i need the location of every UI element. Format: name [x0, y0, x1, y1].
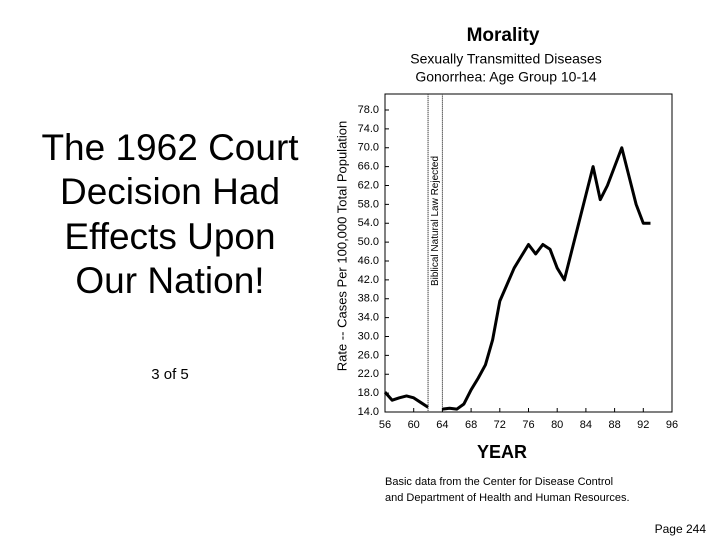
slide-count: 3 of 5: [151, 366, 189, 383]
x-tick-label: 72: [494, 419, 506, 431]
heading-line: The 1962 Court: [41, 127, 299, 168]
y-tick-label: 78.0: [358, 104, 379, 116]
x-tick-label: 92: [637, 419, 649, 431]
slide-heading: The 1962 Court Decision Had Effects Upon…: [20, 126, 320, 304]
y-tick-label: 62.0: [358, 179, 379, 191]
y-tick-label: 38.0: [358, 293, 379, 305]
y-tick-label: 74.0: [358, 123, 379, 135]
x-tick-label: 96: [666, 419, 678, 431]
source-note: and Department of Health and Human Resou…: [385, 492, 630, 504]
y-tick-label: 50.0: [358, 236, 379, 248]
y-tick-label: 54.0: [358, 217, 379, 229]
chart-subtitle: Gonorrhea: Age Group 10-14: [415, 69, 597, 85]
y-tick-label: 70.0: [358, 142, 379, 154]
x-tick-label: 60: [408, 419, 420, 431]
chart-title: Morality: [467, 25, 540, 46]
y-tick-label: 66.0: [358, 161, 379, 173]
x-tick-label: 88: [608, 419, 620, 431]
y-tick-label: 22.0: [358, 368, 379, 380]
page-number: Page 244: [654, 522, 706, 536]
chart-subtitle: Sexually Transmitted Diseases: [410, 51, 601, 67]
annotation-band: [427, 93, 443, 413]
y-tick-label: 42.0: [358, 274, 379, 286]
x-axis-label: YEAR: [477, 442, 527, 462]
y-tick-label: 30.0: [358, 330, 379, 342]
y-tick-label: 58.0: [358, 198, 379, 210]
y-axis-label: Rate -- Cases Per 100,000 Total Populati…: [334, 121, 349, 372]
x-tick-label: 84: [580, 419, 592, 431]
y-tick-label: 14.0: [358, 406, 379, 418]
y-tick-label: 18.0: [358, 387, 379, 399]
x-tick-label: 68: [465, 419, 477, 431]
y-tick-label: 26.0: [358, 349, 379, 361]
heading-line: Our Nation!: [75, 260, 265, 302]
y-tick-label: 34.0: [358, 312, 379, 324]
x-tick-label: 76: [522, 419, 534, 431]
source-note: Basic data from the Center for Disease C…: [385, 476, 613, 488]
data-line: [383, 146, 651, 411]
heading-line: Effects Upon: [64, 215, 276, 257]
x-tick-label: 80: [551, 419, 563, 431]
heading-line: Decision Had: [59, 171, 281, 213]
y-tick-label: 46.0: [358, 255, 379, 267]
x-tick-label: 64: [436, 419, 448, 431]
annotation-text: Biblical Natural Law Rejected: [430, 156, 441, 286]
x-tick-label: 56: [379, 419, 391, 431]
